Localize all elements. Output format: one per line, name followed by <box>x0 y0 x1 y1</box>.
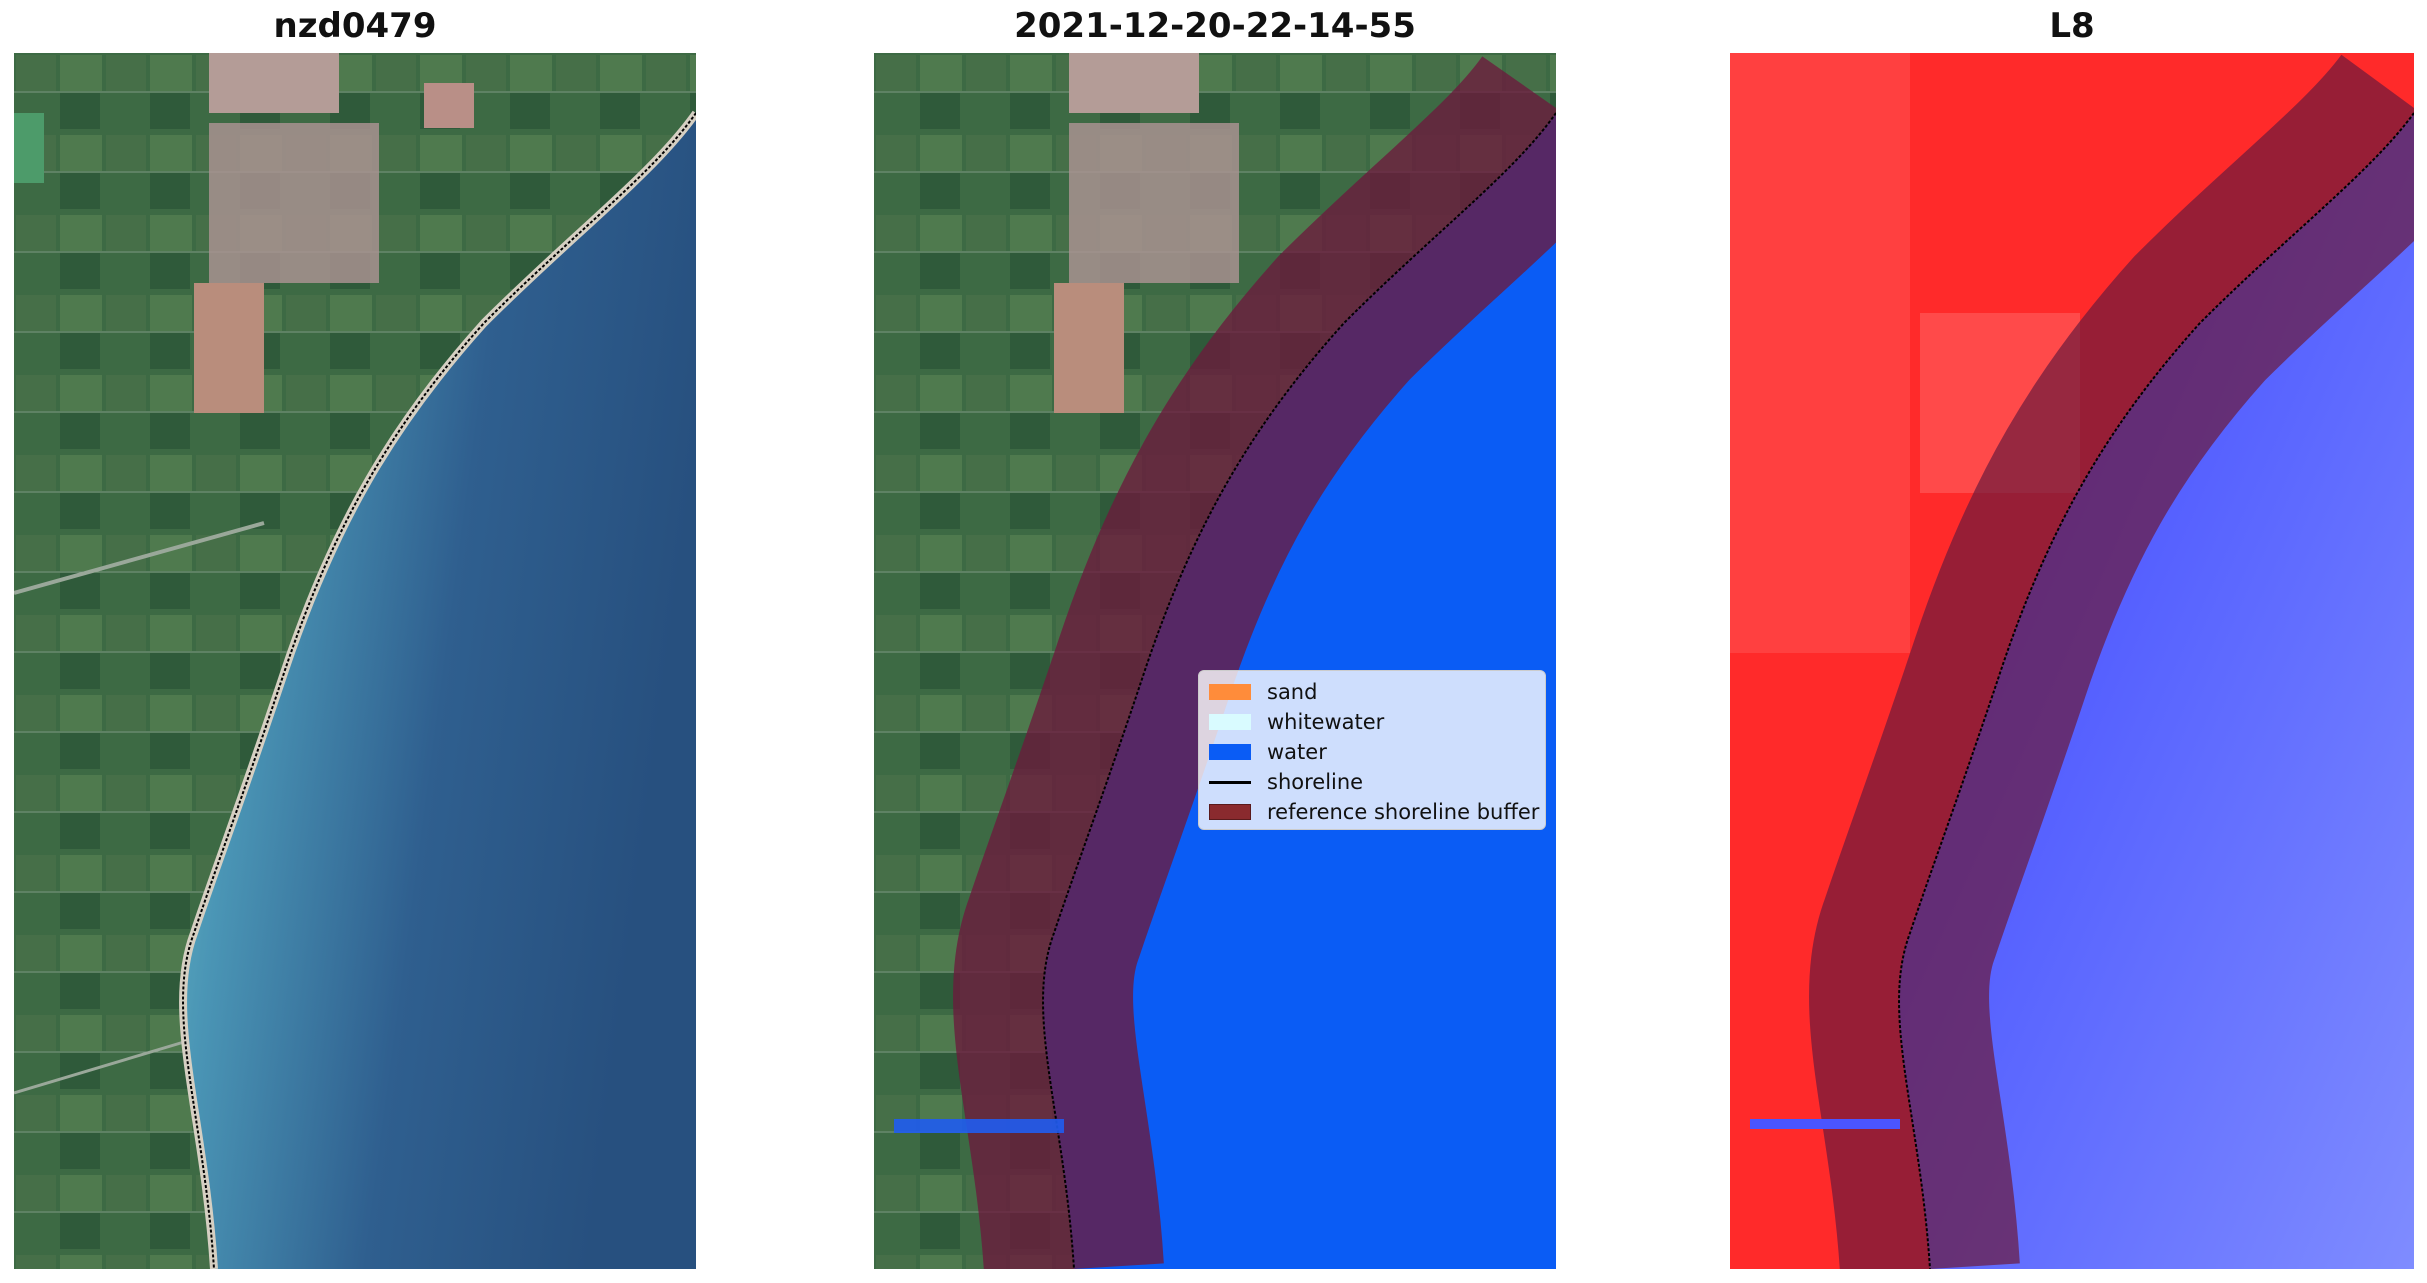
legend-label-water: water <box>1267 740 1327 764</box>
legend-item-whitewater: whitewater <box>1209 707 1535 737</box>
legend-label-whitewater: whitewater <box>1267 710 1385 734</box>
legend-key-whitewater <box>1209 714 1251 730</box>
panel-title-rgb: nzd0479 <box>273 6 437 46</box>
legend-item-reference-shoreline-buffer: reference shoreline buffer <box>1209 797 1539 827</box>
rgb-satellite-image <box>14 53 696 1269</box>
legend-key-water <box>1209 744 1251 760</box>
legend: sand whitewater water shoreline referenc… <box>1198 670 1546 830</box>
legend-item-sand: sand <box>1209 677 1535 707</box>
panel-title-classification: 2021-12-20-22-14-55 <box>1014 6 1416 46</box>
legend-key-sand <box>1209 684 1251 700</box>
legend-label-reference-shoreline-buffer: reference shoreline buffer <box>1267 800 1540 824</box>
classification-image <box>874 53 1556 1269</box>
legend-label-shoreline: shoreline <box>1267 770 1364 794</box>
legend-item-shoreline: shoreline <box>1209 767 1535 797</box>
legend-label-sand: sand <box>1267 680 1318 704</box>
legend-key-shoreline <box>1209 780 1251 784</box>
legend-item-water: water <box>1209 737 1535 767</box>
panel-title-index: L8 <box>2049 6 2095 46</box>
legend-key-reference-shoreline-buffer <box>1209 804 1251 820</box>
index-image <box>1730 53 2414 1269</box>
